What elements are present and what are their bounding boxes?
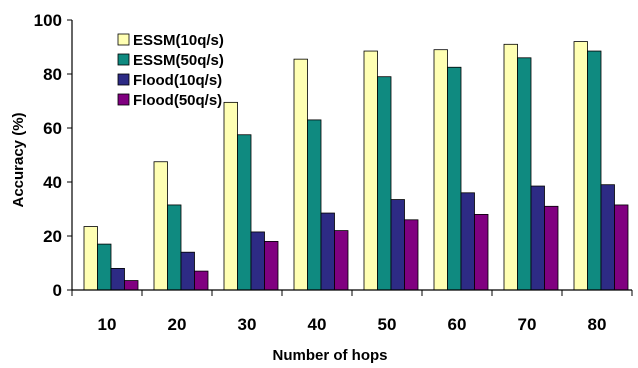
- legend-swatch: [117, 93, 130, 106]
- bar: [250, 231, 265, 291]
- x-tick-label: 80: [588, 315, 607, 334]
- bar: [167, 204, 182, 291]
- y-tick-label: 100: [34, 11, 62, 30]
- x-tick-label: 50: [378, 315, 397, 334]
- x-tick-label: 20: [168, 315, 187, 334]
- bar: [293, 58, 308, 291]
- bar: [97, 243, 112, 291]
- y-tick-label: 80: [43, 65, 62, 84]
- bar: [503, 43, 518, 291]
- legend-swatch: [117, 53, 130, 66]
- bar: [404, 219, 419, 291]
- y-tick-label: 60: [43, 119, 62, 138]
- bar: [320, 212, 335, 291]
- bar: [363, 50, 378, 291]
- bar: [390, 199, 405, 291]
- x-tick-label: 40: [308, 315, 327, 334]
- x-axis-ticks: 10 20 30 40 50 60 70 80: [71, 290, 633, 334]
- legend-label: Flood(10q/s): [133, 72, 222, 89]
- bar: [377, 76, 392, 291]
- y-tick-label: 40: [43, 173, 62, 192]
- x-tick-label: 70: [518, 315, 537, 334]
- bar: [614, 204, 629, 291]
- bar: [83, 226, 98, 291]
- bar: [237, 134, 252, 291]
- bar: [180, 251, 195, 291]
- legend-label: Flood(50q/s): [133, 92, 222, 109]
- y-tick-label: 0: [53, 281, 62, 300]
- bar: [530, 185, 545, 291]
- bar: [223, 101, 238, 291]
- bar: [194, 270, 209, 291]
- bar: [573, 41, 588, 291]
- x-tick-label: 10: [98, 315, 117, 334]
- bars: [83, 41, 629, 291]
- x-tick-label: 30: [238, 315, 257, 334]
- legend-swatch: [117, 73, 130, 86]
- x-tick-label: 60: [448, 315, 467, 334]
- y-tick-label: 20: [43, 227, 62, 246]
- y-axis-ticks: 0 20 40 60 80 100: [34, 11, 72, 300]
- legend-label: ESSM(10q/s): [133, 32, 224, 49]
- bar: [447, 66, 462, 291]
- bar: [517, 57, 532, 291]
- bar: [544, 205, 559, 291]
- legend-swatch: [117, 33, 130, 46]
- bar: [110, 267, 125, 291]
- x-axis-title: Number of hops: [273, 347, 388, 364]
- y-axis-title: Accuracy (%): [10, 112, 27, 207]
- bar: [153, 161, 168, 291]
- bar: [264, 240, 279, 291]
- legend-label: ESSM(50q/s): [133, 52, 224, 69]
- bar: [334, 230, 349, 291]
- bar: [460, 192, 475, 291]
- bar: [587, 50, 602, 291]
- bar: [307, 119, 322, 291]
- bar: [124, 280, 139, 291]
- bar: [600, 184, 615, 291]
- bar: [474, 213, 489, 291]
- bar: [433, 49, 448, 291]
- legend: ESSM(10q/s) ESSM(50q/s) Flood(10q/s) Flood(…: [117, 32, 224, 109]
